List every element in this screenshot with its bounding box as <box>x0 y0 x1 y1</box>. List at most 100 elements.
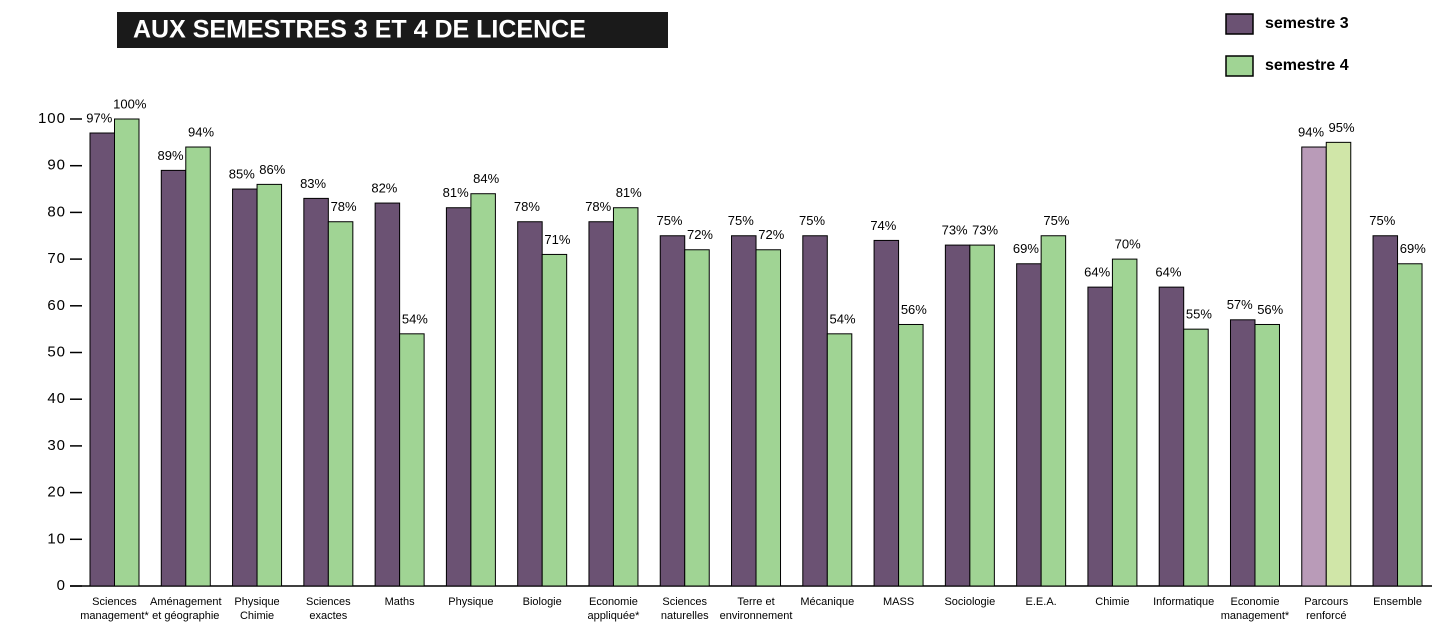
x-tick-label: Mécanique <box>800 596 854 608</box>
value-label: 64% <box>1155 265 1181 280</box>
bar <box>731 235 757 587</box>
bar <box>374 202 401 587</box>
value-label: 78% <box>514 199 540 214</box>
x-tick-line: appliquée* <box>587 610 640 622</box>
y-tick-label: 0 <box>57 577 66 594</box>
x-tick-line: Sociologie <box>944 596 995 608</box>
y-tick-label: 80 <box>47 203 66 220</box>
value-label: 64% <box>1084 265 1110 280</box>
y-tick-label: 90 <box>47 157 66 174</box>
bar <box>445 207 472 587</box>
value-label: 69% <box>1400 241 1426 256</box>
value-label: 73% <box>942 223 968 238</box>
value-label: 72% <box>687 227 713 242</box>
x-tick-label: MASS <box>883 596 914 608</box>
value-label: 82% <box>371 180 397 195</box>
value-label: 89% <box>158 148 184 163</box>
bar <box>898 323 924 587</box>
value-label: 81% <box>616 185 642 200</box>
bar <box>588 221 614 587</box>
x-tick-line: renforcé <box>1306 610 1346 622</box>
x-tick-label: E.E.A. <box>1026 596 1057 608</box>
x-tick-line: Mécanique <box>800 596 854 608</box>
x-tick-label: Maths <box>385 596 415 608</box>
x-tick-line: MASS <box>883 596 914 608</box>
bar <box>1087 286 1113 587</box>
x-tick-label: Economie management* <box>1221 596 1290 622</box>
value-label: 71% <box>544 232 570 247</box>
value-label: 75% <box>1043 213 1069 228</box>
x-tick-line: Aménagement <box>150 596 222 608</box>
value-label: 75% <box>1369 213 1395 228</box>
value-label: 86% <box>259 162 285 177</box>
x-tick-line: environnement <box>720 610 793 622</box>
x-tick-line: Economie <box>1231 596 1280 608</box>
x-tick-line: exactes <box>309 610 347 622</box>
bar <box>1158 286 1185 587</box>
bar <box>684 249 710 587</box>
value-label: 56% <box>1257 302 1283 317</box>
bar <box>1183 328 1209 587</box>
x-tick-label: Sciences naturelles <box>661 596 709 622</box>
x-tick-line: et géographie <box>152 610 219 622</box>
y-tick-label: 60 <box>47 297 66 314</box>
value-label: 54% <box>402 311 428 326</box>
value-label: 75% <box>656 213 682 228</box>
bar <box>1229 319 1256 587</box>
bar <box>1016 263 1042 587</box>
value-label: 83% <box>300 176 326 191</box>
bar <box>541 253 568 587</box>
x-tick-line: E.E.A. <box>1026 596 1057 608</box>
y-tick-label: 50 <box>47 343 66 360</box>
y-tick-label: 10 <box>47 530 66 547</box>
legend-label: semestre 3 <box>1265 15 1349 32</box>
y-tick-label: 30 <box>47 437 66 454</box>
value-label: 94% <box>188 124 214 139</box>
legend-label: semestre 4 <box>1265 57 1349 74</box>
bar <box>89 132 115 587</box>
bar <box>160 169 187 587</box>
bar <box>755 249 782 587</box>
y-tick-label: 100 <box>38 110 66 127</box>
bar <box>802 235 828 587</box>
x-tick-line: Physique <box>448 596 493 608</box>
bar <box>1397 263 1423 587</box>
x-tick-line: management* <box>80 610 149 622</box>
bar <box>399 333 425 587</box>
y-tick-label: 20 <box>47 484 66 501</box>
bar <box>470 193 496 587</box>
x-tick-label: Sciences management* <box>80 596 149 622</box>
x-tick-label: Chimie <box>1095 596 1129 608</box>
x-tick-line: Sciences <box>662 596 707 608</box>
value-label: 81% <box>443 185 469 200</box>
bar <box>1040 235 1067 587</box>
x-tick-label: Sociologie <box>944 596 995 608</box>
y-tick-label: 70 <box>47 250 66 267</box>
bar <box>826 333 853 587</box>
legend-swatch <box>1225 13 1254 35</box>
bar <box>659 235 686 587</box>
value-label: 54% <box>830 311 856 326</box>
x-tick-line: Ensemble <box>1373 596 1422 608</box>
x-tick-line: Chimie <box>1095 596 1129 608</box>
value-label: 72% <box>758 227 784 242</box>
x-tick-label: Ensemble <box>1373 596 1422 608</box>
title-box <box>117 12 668 48</box>
x-tick-line: Informatique <box>1153 596 1214 608</box>
x-tick-line: management* <box>1221 610 1290 622</box>
x-tick-line: Sciences <box>92 596 137 608</box>
bar <box>1325 141 1352 587</box>
value-label: 78% <box>331 199 357 214</box>
bar <box>1301 146 1327 587</box>
value-label: 78% <box>585 199 611 214</box>
x-tick-label: Physique <box>448 596 493 608</box>
value-label: 69% <box>1013 241 1039 256</box>
y-tick-label: 40 <box>47 390 66 407</box>
bar <box>185 146 211 587</box>
bar <box>969 244 995 587</box>
value-label: 73% <box>972 223 998 238</box>
chart-title: AUX SEMESTRES 3 ET 4 DE LICENCE <box>133 16 586 44</box>
x-tick-line: Terre et <box>737 596 774 608</box>
bar <box>1254 323 1280 587</box>
